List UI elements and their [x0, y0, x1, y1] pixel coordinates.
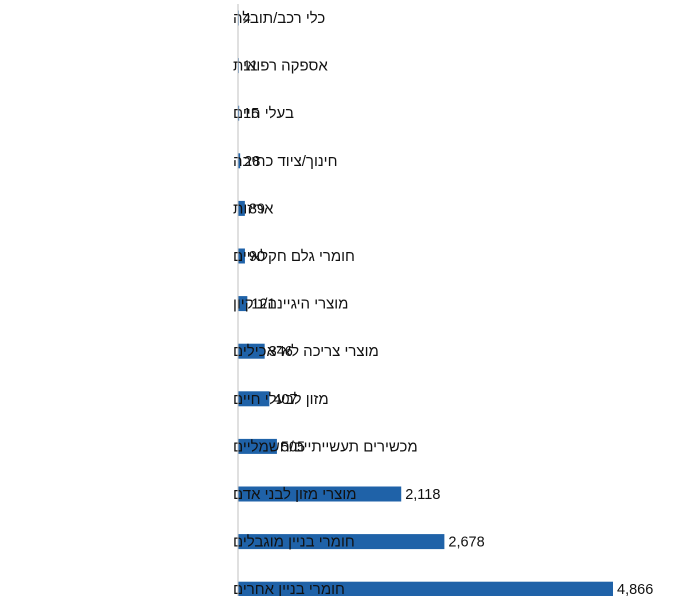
bar-value-label: 4,866	[617, 582, 653, 596]
bar	[238, 438, 277, 454]
category-label: מכשירים תעשייתיים/חשמליים	[233, 438, 418, 455]
bar	[238, 391, 270, 407]
category-label: חומרי בניין אחרים	[233, 581, 345, 596]
bar	[238, 153, 241, 169]
category-label: אריזות	[233, 200, 274, 217]
bar	[238, 534, 445, 550]
bar-value-label: 11	[243, 59, 258, 75]
category-label: חומרי בניין מוגבלים	[233, 534, 355, 551]
category-labels-group: כלי רכב/תובלה אספקה רפואית בעלי חיים חינוך/…	[233, 10, 418, 596]
category-label: מוצרי היגיינה/ניקיון	[233, 296, 348, 313]
bar-value-label: 121	[251, 297, 275, 313]
category-label: אספקה רפואית	[233, 58, 328, 75]
bar-value-label: 28	[244, 154, 260, 170]
bar	[238, 486, 402, 502]
bar-value-label: 407	[273, 392, 297, 408]
bar-value-label: 505	[281, 439, 305, 455]
category-label: חומרי גלם חקלאיים	[233, 248, 355, 265]
bar	[238, 200, 245, 216]
bar-value-label: 346	[269, 344, 293, 360]
category-label: מוצרי צריכה לא־אכילים	[233, 343, 379, 360]
bar-value-label: 4	[243, 11, 251, 27]
bar	[238, 343, 265, 359]
value-labels-group: 4 11 15 28 89 90 121 346 407 505 2,118 2,678 4,866	[243, 11, 653, 596]
category-label: מוצרי מזון לבני אדם	[233, 486, 357, 503]
bar-value-label: 2,118	[405, 487, 440, 503]
category-label: מזון לבעלי חיים	[233, 391, 329, 408]
bar	[238, 581, 613, 596]
bar-value-label: 90	[249, 249, 265, 265]
category-label: כלי רכב/תובלה	[233, 10, 325, 27]
bar	[238, 105, 240, 121]
bar-value-label: 15	[243, 106, 259, 122]
bars-group	[238, 10, 613, 596]
bar-value-label: 2,678	[448, 535, 484, 551]
bar-value-label: 89	[249, 201, 265, 217]
bar	[238, 296, 248, 312]
category-label: בעלי חיים	[233, 105, 294, 122]
bar	[238, 248, 245, 264]
category-label: חינוך/ציוד כתיבה	[233, 153, 337, 170]
